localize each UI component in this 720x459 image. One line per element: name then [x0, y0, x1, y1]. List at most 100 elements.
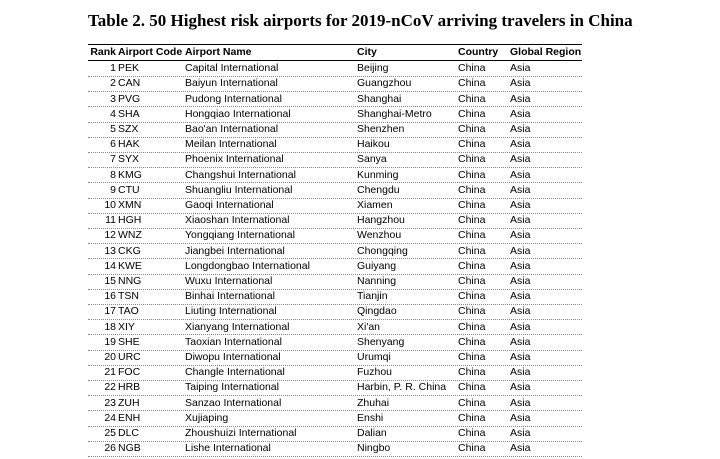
airport-name-cell: Phoenix International [185, 153, 284, 166]
global-region-cell: Asia [510, 153, 531, 166]
global-region-cell: Asia [510, 214, 531, 227]
airport-name-cell: Baiyun International [185, 77, 278, 90]
global-region-cell: Asia [510, 123, 531, 135]
country-cell: China [458, 214, 486, 227]
rank-cell: 20 [104, 351, 116, 363]
airport-code-cell: SZX [118, 123, 139, 135]
airport-code-cell: KMG [118, 168, 142, 181]
country-cell: China [458, 396, 486, 409]
global-region-cell: Asia [510, 411, 531, 424]
airport-name-cell: Zhoushuizi International [185, 427, 297, 439]
country-cell: China [458, 123, 486, 135]
global-region-cell: Asia [510, 183, 531, 196]
airport-code-cell: TAO [118, 305, 139, 318]
airport-name-cell: Changshui International [185, 168, 296, 181]
rank-cell: 8 [110, 168, 116, 181]
country-cell: China [458, 62, 486, 75]
city-cell: Xi'an [357, 320, 381, 333]
airport-name-cell: Taoxian International [185, 335, 282, 348]
airport-code-cell: ENH [118, 411, 141, 424]
country-cell: China [458, 168, 486, 181]
global-region-cell: Asia [510, 92, 531, 105]
airport-code-cell: CAN [118, 77, 141, 90]
rank-cell: 19 [104, 335, 116, 348]
airport-code-cell: SYX [118, 153, 140, 166]
column-header: Rank [90, 46, 116, 58]
row-rule [88, 243, 582, 245]
airport-name-cell: Xianyang International [185, 320, 290, 333]
table-title: Table 2. 50 Highest risk airports for 20… [88, 11, 633, 30]
column-header: Country [458, 46, 499, 58]
airport-name-cell: Lishe International [185, 442, 271, 455]
row-rule [88, 75, 582, 77]
country-cell: China [458, 107, 486, 120]
column-header: City [357, 46, 377, 58]
city-cell: Urumqi [357, 351, 391, 363]
rank-cell: 5 [110, 123, 116, 135]
row-rule [88, 258, 582, 260]
city-cell: Hangzhou [357, 214, 405, 227]
airport-code-cell: KWE [118, 259, 142, 272]
city-cell: Fuzhou [357, 366, 393, 379]
country-cell: China [458, 199, 486, 211]
row-rule [88, 364, 582, 366]
global-region-cell: Asia [510, 275, 531, 287]
rank-cell: 26 [104, 442, 116, 455]
global-region-cell: Asia [510, 381, 531, 394]
rank-cell: 21 [104, 366, 116, 379]
city-cell: Shenzhen [357, 123, 405, 135]
column-header: Global Region [510, 46, 582, 58]
city-cell: Shenyang [357, 335, 405, 348]
airport-code-cell: HRB [118, 381, 141, 394]
airport-code-cell: XIY [118, 320, 135, 333]
city-cell: Ningbo [357, 442, 391, 455]
rank-cell: 16 [104, 290, 116, 303]
country-cell: China [458, 305, 486, 318]
global-region-cell: Asia [510, 244, 531, 257]
country-cell: China [458, 381, 486, 394]
global-region-cell: Asia [510, 77, 531, 90]
global-region-cell: Asia [510, 427, 531, 439]
global-region-cell: Asia [510, 199, 531, 211]
country-cell: China [458, 442, 486, 455]
rank-cell: 11 [105, 214, 116, 227]
country-cell: China [458, 229, 486, 242]
city-cell: Zhuhai [357, 396, 390, 409]
airport-name-cell: Pudong International [185, 92, 282, 105]
rank-cell: 10 [104, 199, 116, 211]
airport-code-cell: HGH [118, 214, 142, 227]
airport-name-cell: Jiangbei International [185, 244, 285, 257]
country-cell: China [458, 351, 486, 363]
global-region-cell: Asia [510, 442, 531, 455]
global-region-cell: Asia [510, 229, 531, 242]
airport-code-cell: SHA [118, 107, 140, 120]
rank-cell: 6 [110, 138, 116, 151]
airport-name-cell: Liuting International [185, 305, 277, 318]
rank-cell: 17 [104, 305, 116, 318]
airport-code-cell: FOC [118, 366, 141, 379]
country-cell: China [458, 427, 486, 439]
row-rule [88, 455, 582, 457]
airport-code-cell: CTU [118, 183, 140, 196]
country-cell: China [458, 290, 486, 303]
airport-code-cell: NGB [118, 442, 141, 455]
global-region-cell: Asia [510, 351, 531, 363]
header-rule [88, 44, 582, 45]
country-cell: China [458, 320, 486, 333]
row-rule [88, 425, 582, 427]
rank-cell: 9 [110, 183, 116, 196]
rank-cell: 14 [104, 259, 116, 272]
global-region-cell: Asia [510, 335, 531, 348]
global-region-cell: Asia [510, 259, 531, 272]
row-rule [88, 395, 582, 397]
country-cell: China [458, 92, 486, 105]
rank-cell: 24 [104, 411, 116, 424]
row-rule [88, 379, 582, 381]
city-cell: Sanya [357, 153, 387, 166]
airport-name-cell: Shuangliu International [185, 183, 293, 196]
country-cell: China [458, 183, 486, 196]
airport-name-cell: Bao'an International [185, 123, 279, 135]
row-rule [88, 440, 582, 442]
rank-cell: 2 [110, 77, 116, 90]
